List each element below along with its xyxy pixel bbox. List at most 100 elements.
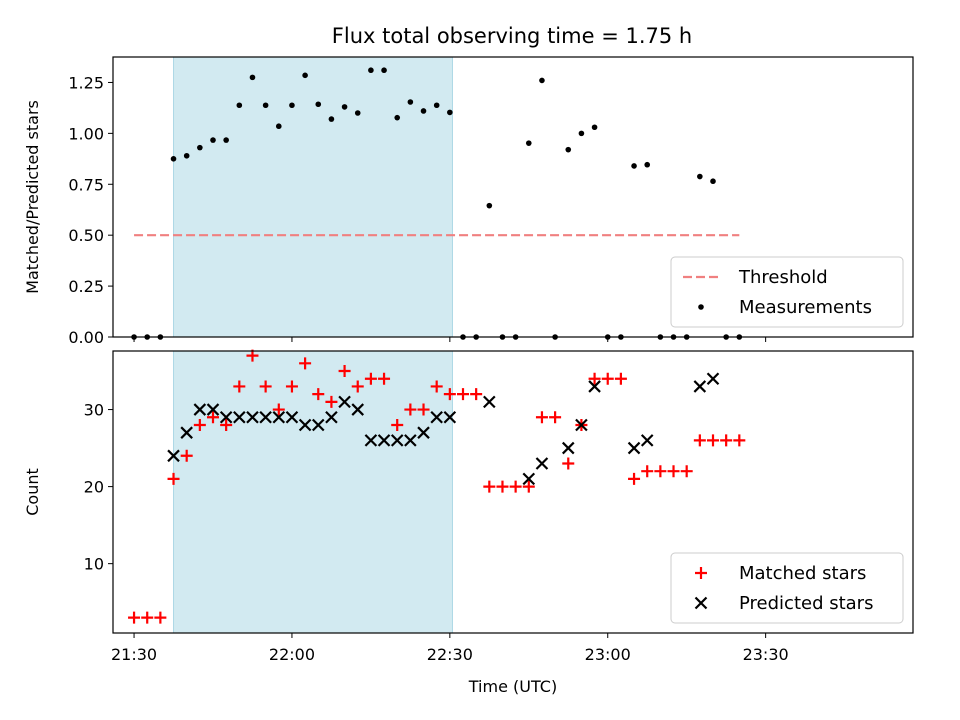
matched-stars-point bbox=[364, 372, 377, 385]
measurement-point bbox=[525, 140, 532, 146]
x-tick-label: 21:30 bbox=[111, 645, 157, 664]
predicted-stars-point bbox=[404, 434, 417, 447]
matched-stars-point bbox=[180, 449, 193, 462]
predicted-stars-point bbox=[627, 441, 641, 455]
legend-matched-swatch bbox=[695, 567, 707, 579]
measurement-point bbox=[223, 137, 229, 143]
matched-stars-point bbox=[588, 372, 601, 385]
predicted-stars-point bbox=[364, 434, 378, 447]
matched-stars-point bbox=[272, 403, 285, 416]
chart-title: Flux total observing time = 1.75 h bbox=[332, 24, 692, 48]
matched-stars-point bbox=[207, 411, 219, 424]
measurement-point bbox=[710, 178, 716, 185]
legend-label: Measurements bbox=[739, 297, 872, 318]
predicted-stars-point bbox=[377, 434, 391, 447]
measurement-point bbox=[591, 124, 598, 131]
matched-stars-point bbox=[154, 611, 167, 624]
predicted-stars-point bbox=[272, 410, 286, 424]
measurement-point bbox=[697, 173, 703, 180]
axes-frame bbox=[112, 56, 914, 338]
matched-stars-point bbox=[641, 465, 654, 478]
matched-stars-point bbox=[654, 465, 667, 478]
measurement-point bbox=[170, 156, 177, 162]
y-tick-label: 1.25 bbox=[68, 73, 104, 92]
measurement-point bbox=[197, 144, 203, 151]
y-axis-label: Count bbox=[23, 468, 42, 516]
matched-stars-point bbox=[443, 388, 456, 401]
matched-stars-point bbox=[417, 403, 430, 416]
y-tick-label: 10 bbox=[84, 555, 104, 574]
y-tick-label: 0.00 bbox=[68, 328, 104, 347]
y-tick-label: 1.00 bbox=[68, 124, 104, 143]
predicted-stars-point bbox=[483, 395, 496, 409]
predicted-stars-point bbox=[311, 418, 325, 432]
legend-label: Matched stars bbox=[739, 563, 866, 584]
measurement-point bbox=[565, 146, 572, 153]
matched-stars-point bbox=[167, 472, 180, 485]
predicted-stars-point bbox=[167, 449, 180, 463]
matched-stars-point bbox=[233, 380, 246, 393]
measurement-point bbox=[420, 108, 427, 114]
predicted-stars-point bbox=[430, 410, 443, 424]
matched-stars-point bbox=[259, 380, 272, 393]
x-tick-label: 23:00 bbox=[585, 645, 631, 664]
matched-stars-point bbox=[614, 372, 627, 385]
measurement-point bbox=[275, 123, 282, 130]
matched-stars-point bbox=[391, 418, 404, 431]
matched-stars-point bbox=[720, 434, 733, 447]
matched-stars-point bbox=[299, 357, 312, 370]
measurement-point bbox=[447, 109, 453, 116]
measurement-point bbox=[262, 102, 269, 109]
legend-predicted-swatch bbox=[694, 596, 708, 610]
x-tick-label: 22:30 bbox=[427, 645, 473, 664]
matched-stars-point bbox=[470, 388, 483, 401]
measurement-point bbox=[328, 116, 335, 122]
y-tick-label: 0.25 bbox=[68, 277, 104, 296]
matched-stars-point bbox=[246, 349, 259, 362]
predicted-stars-point bbox=[338, 395, 351, 409]
matched-stars-point bbox=[733, 434, 746, 447]
legend-box bbox=[670, 256, 904, 328]
predicted-stars-point bbox=[390, 434, 404, 447]
matched-stars-point bbox=[667, 465, 680, 478]
measurement-point bbox=[394, 114, 401, 121]
predicted-stars-point bbox=[351, 403, 365, 416]
observing-window-shade bbox=[173, 56, 453, 338]
matched-stars-point bbox=[549, 411, 562, 424]
predicted-stars-point bbox=[417, 426, 430, 439]
y-axis-label: Matched/Predicted stars bbox=[23, 100, 42, 294]
matched-stars-point bbox=[535, 411, 548, 424]
predicted-stars-point bbox=[640, 434, 654, 447]
matched-stars-point bbox=[483, 480, 496, 493]
predicted-stars-point bbox=[219, 410, 233, 424]
measurement-point bbox=[578, 130, 585, 137]
matched-stars-point bbox=[404, 403, 417, 416]
legend-label: Threshold bbox=[738, 267, 828, 288]
matched-stars-point bbox=[285, 380, 298, 393]
predicted-stars-point bbox=[285, 410, 299, 424]
measurement-point bbox=[183, 152, 190, 159]
matched-stars-point bbox=[601, 372, 614, 385]
matched-stars-point bbox=[338, 365, 351, 378]
predicted-stars-point bbox=[443, 410, 457, 424]
matched-stars-point bbox=[496, 480, 509, 493]
measurement-point bbox=[341, 104, 348, 110]
matched-stars-point bbox=[693, 434, 706, 447]
matched-stars-point bbox=[522, 480, 535, 493]
x-tick-label: 22:00 bbox=[269, 645, 315, 664]
y-tick-label: 0.75 bbox=[68, 175, 104, 194]
predicted-stars-point bbox=[206, 403, 220, 416]
measurement-point bbox=[539, 77, 545, 84]
matched-stars-point bbox=[707, 434, 719, 447]
measurement-point bbox=[236, 102, 243, 109]
predicted-stars-point bbox=[298, 418, 312, 432]
matched-stars-point bbox=[351, 380, 364, 393]
y-tick-label: 0.50 bbox=[68, 226, 104, 245]
matched-stars-point bbox=[220, 418, 233, 431]
matched-stars-point bbox=[141, 611, 154, 624]
legend-label: Predicted stars bbox=[739, 593, 873, 614]
measurement-point bbox=[433, 102, 440, 109]
measurement-point bbox=[368, 67, 374, 74]
measurement-point bbox=[302, 72, 308, 79]
